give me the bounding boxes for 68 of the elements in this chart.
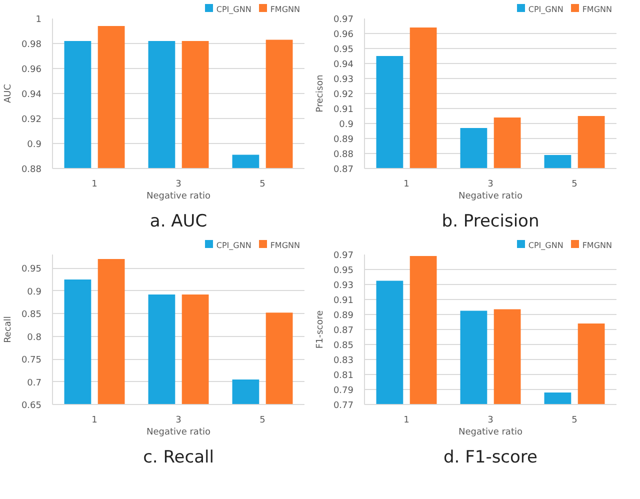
x-tick-label: 5 bbox=[260, 416, 266, 426]
x-tick-label: 1 bbox=[92, 416, 98, 426]
x-axis-title: Negative ratio bbox=[146, 428, 211, 438]
y-tick-label: 0.85 bbox=[333, 341, 354, 351]
y-tick-label: 0.88 bbox=[21, 165, 42, 175]
x-tick-label: 1 bbox=[92, 180, 98, 190]
x-tick-label: 3 bbox=[488, 180, 494, 190]
x-axis-title: Negative ratio bbox=[458, 192, 523, 202]
y-tick-label: 0.65 bbox=[21, 401, 42, 411]
y-tick-label: 0.8 bbox=[27, 332, 42, 343]
y-tick-label: 0.87 bbox=[333, 165, 354, 175]
y-tick-label: 1 bbox=[36, 15, 42, 25]
y-axis-title: AUC bbox=[3, 84, 14, 104]
text: c. Recall bbox=[143, 448, 214, 468]
y-tick-label: 0.94 bbox=[333, 60, 354, 70]
y-tick-label: 0.96 bbox=[21, 65, 42, 75]
y-tick-label: 0.91 bbox=[333, 296, 354, 306]
y-tick-label: 0.89 bbox=[333, 311, 354, 321]
y-tick-label: 0.94 bbox=[21, 90, 42, 100]
y-tick-label: 0.83 bbox=[333, 356, 354, 366]
y-tick-label: 0.97 bbox=[333, 15, 354, 25]
x-tick-label: 1 bbox=[404, 416, 410, 426]
x-tick-label: 5 bbox=[572, 416, 578, 426]
legend-label: FMGNN bbox=[270, 241, 300, 250]
x-tick-label: 3 bbox=[488, 416, 494, 426]
y-tick-label: 0.93 bbox=[333, 75, 354, 85]
text: a. AUC bbox=[150, 212, 208, 232]
y-tick-label: 0.98 bbox=[21, 40, 42, 50]
y-tick-label: 0.81 bbox=[333, 371, 354, 381]
y-tick-label: 0.77 bbox=[333, 401, 354, 411]
y-tick-label: 0.75 bbox=[21, 356, 42, 366]
y-axis-title: Precison bbox=[315, 74, 326, 112]
y-tick-label: 0.95 bbox=[21, 264, 42, 275]
y-tick-label: 0.9 bbox=[339, 120, 354, 130]
y-axis-title: Recall bbox=[3, 316, 14, 343]
y-tick-label: 0.87 bbox=[333, 326, 354, 336]
y-tick-label: 0.95 bbox=[333, 266, 354, 276]
y-tick-label: 0.9 bbox=[27, 140, 42, 150]
x-axis-title: Negative ratio bbox=[146, 192, 211, 202]
y-tick-label: 0.96 bbox=[333, 30, 354, 40]
y-tick-label: 0.97 bbox=[333, 251, 354, 261]
y-tick-label: 0.93 bbox=[333, 281, 354, 291]
x-tick-label: 3 bbox=[176, 416, 182, 426]
legend-label: CPI_GNN bbox=[216, 241, 252, 250]
y-tick-label: 0.92 bbox=[21, 115, 42, 125]
legend-label: FMGNN bbox=[582, 5, 612, 14]
x-tick-label: 5 bbox=[572, 180, 578, 190]
y-tick-label: 0.7 bbox=[27, 378, 42, 388]
y-tick-label: 0.89 bbox=[333, 135, 354, 145]
x-tick-label: 5 bbox=[260, 180, 266, 190]
y-tick-label: 0.9 bbox=[27, 287, 42, 298]
y-tick-label: 0.79 bbox=[333, 386, 354, 396]
x-axis-title: Negative ratio bbox=[458, 428, 523, 438]
y-tick-label: 0.91 bbox=[333, 105, 354, 115]
x-tick-label: 3 bbox=[176, 180, 182, 190]
text: b. Precision bbox=[442, 212, 540, 232]
legend-label: CPI_GNN bbox=[216, 5, 252, 14]
legend-label: FMGNN bbox=[270, 5, 300, 14]
text: d. F1-score bbox=[443, 448, 538, 468]
x-tick-label: 1 bbox=[404, 180, 410, 190]
y-tick-label: 0.85 bbox=[21, 310, 42, 320]
y-tick-label: 0.92 bbox=[333, 90, 354, 100]
legend-label: CPI_GNN bbox=[528, 241, 564, 250]
y-tick-label: 0.88 bbox=[333, 150, 354, 160]
legend-label: FMGNN bbox=[582, 241, 612, 250]
y-tick-label: 0.95 bbox=[333, 45, 354, 55]
legend-label: CPI_GNN bbox=[528, 5, 564, 14]
y-axis-title: F1-score bbox=[315, 310, 326, 349]
